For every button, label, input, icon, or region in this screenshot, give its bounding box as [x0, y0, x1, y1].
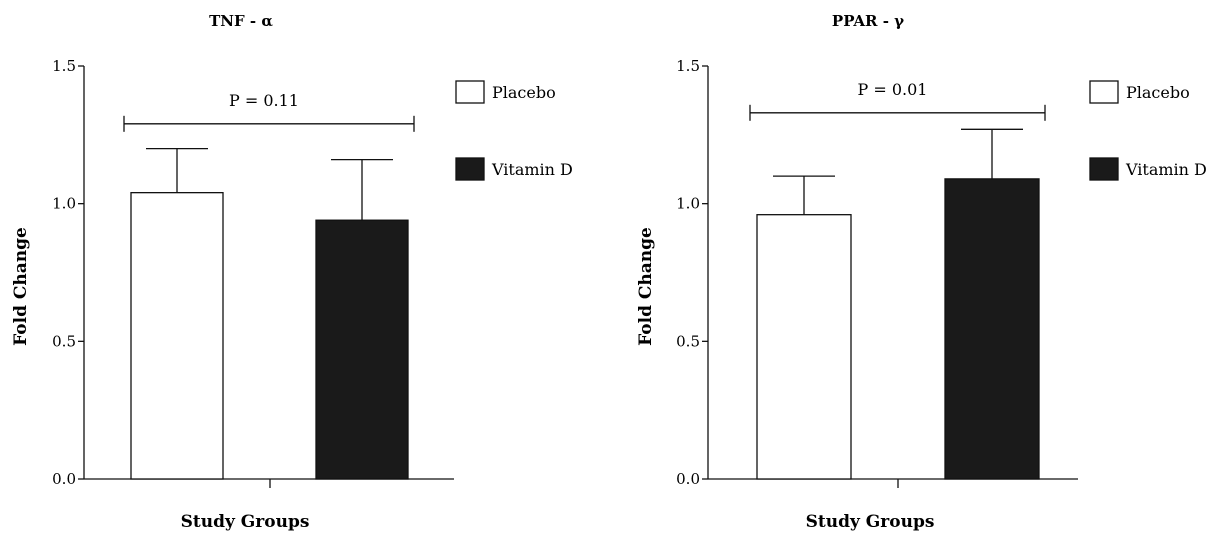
y-tick-label: 1.5: [52, 57, 76, 75]
p-value-annotation: P = 0.11: [229, 91, 299, 110]
bar-placebo: [130, 192, 224, 480]
legend-swatch-placebo: [1089, 80, 1119, 104]
y-tick-label: 0.5: [52, 332, 76, 350]
legend-swatch-vitamin-d: [455, 157, 485, 181]
y-tick-label: 1.0: [676, 195, 700, 213]
y-axis-title: Fold Change: [11, 227, 31, 346]
chart-title: PPAR - γ: [832, 12, 904, 30]
y-tick-label: 0.0: [52, 470, 76, 488]
y-axis-title: Fold Change: [636, 227, 656, 346]
chart-panel-1: TNF - α 0.0 0.5 1.0 1.5 Study Groups Fold Chan…: [11, 12, 573, 532]
x-axis-title: Study Groups: [181, 512, 310, 532]
legend-label: Vitamin D: [491, 160, 573, 179]
legend-label: Vitamin D: [1125, 160, 1207, 179]
y-tick-label: 1.0: [52, 195, 76, 213]
y-tick-label: 0.5: [676, 332, 700, 350]
p-value-annotation: P = 0.01: [858, 80, 928, 99]
x-axis-title: Study Groups: [806, 512, 935, 532]
legend-swatch-placebo: [455, 80, 485, 104]
bar-placebo: [756, 214, 852, 480]
chart-title: TNF - α: [209, 12, 273, 30]
bar-vitamin-d: [944, 178, 1040, 480]
chart-panel-2: PPAR - γ 0.0 0.5 1.0 1.5 Study Groups Fold Cha…: [636, 12, 1207, 532]
legend-label: Placebo: [492, 83, 556, 102]
legend-swatch-vitamin-d: [1089, 157, 1119, 181]
y-tick-label: 0.0: [676, 470, 700, 488]
y-tick-label: 1.5: [676, 57, 700, 75]
legend-label: Placebo: [1126, 83, 1190, 102]
bar-vitamin-d: [315, 219, 409, 480]
